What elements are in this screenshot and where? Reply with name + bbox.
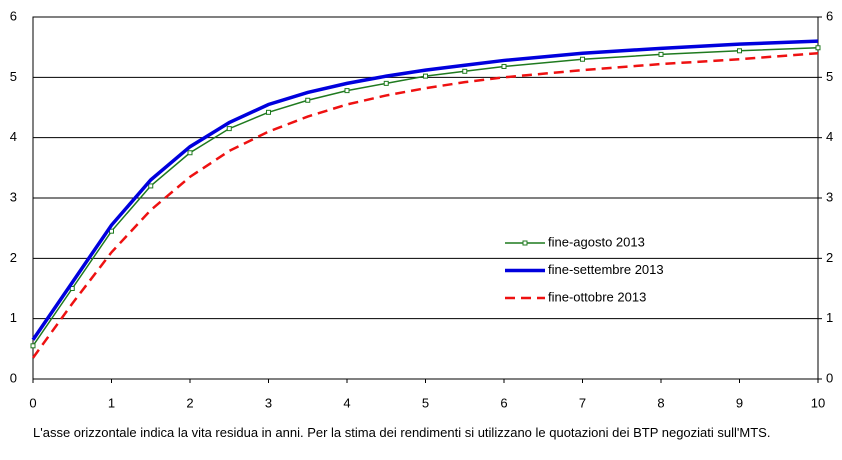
- point-marker: [30, 343, 36, 349]
- point-marker: [109, 228, 114, 234]
- y2-tick-label: 0: [826, 370, 833, 385]
- legend-marker: [522, 240, 528, 246]
- y-tick-label: 1: [10, 310, 17, 325]
- point-marker: [383, 80, 389, 86]
- series-line: [31, 51, 819, 359]
- x-tick-label: 8: [657, 395, 664, 410]
- point-marker: [658, 51, 664, 57]
- footnote: L'asse orizzontale indica la vita residu…: [33, 425, 771, 440]
- y-tick-label: 3: [10, 189, 17, 204]
- x-tick-label: 2: [186, 395, 193, 410]
- point-marker: [148, 183, 154, 189]
- y2-tick-label: 2: [826, 250, 833, 265]
- x-tick-label: 9: [736, 395, 743, 410]
- y2-tick-label: 1: [826, 310, 833, 325]
- point-marker: [266, 109, 271, 115]
- y2-tick-label: 3: [826, 189, 833, 204]
- y-tick-label: 6: [10, 8, 17, 23]
- x-tick-label: 5: [422, 395, 429, 410]
- point-marker: [344, 88, 350, 94]
- point-marker: [580, 56, 585, 62]
- page: {"chart_data": {"type": "line", "x": [0,…: [9, 8, 834, 440]
- y2-tick-label: 4: [826, 129, 833, 144]
- legend-label: fine-ottobre 2013: [548, 289, 646, 304]
- x-tick-label: 10: [811, 395, 825, 410]
- y-tick-label: 4: [10, 129, 17, 144]
- x-tick-label: 3: [265, 395, 272, 410]
- x-tick-label: 6: [500, 395, 507, 410]
- series-line: [32, 47, 819, 347]
- y-tick-label: 5: [10, 69, 17, 84]
- y2-tick-label: 5: [826, 69, 833, 84]
- point-marker: [187, 150, 193, 156]
- point-marker: [423, 73, 428, 79]
- x-tick-label: 4: [343, 395, 350, 410]
- point-marker: [815, 45, 821, 51]
- x-tick-label: 1: [108, 395, 115, 410]
- point-marker: [226, 126, 232, 132]
- series-line: [31, 39, 819, 341]
- point-marker: [462, 68, 468, 74]
- point-marker: [501, 63, 507, 69]
- x-tick-label: 7: [579, 395, 586, 410]
- y-tick-label: 2: [10, 250, 17, 265]
- point-marker: [737, 48, 742, 54]
- point-marker: [69, 286, 75, 291]
- chart: 0 1 2 3 4 5 6 0 1 2 3 4 5 6 0 1 2 3 4 5 6 7 8 9 10 fine-agosto 20…: [10, 8, 833, 410]
- x-tick-label: 0: [29, 395, 36, 410]
- point-marker: [305, 97, 311, 103]
- legend-label: fine-settembre 2013: [548, 262, 664, 277]
- y2-tick-label: 6: [826, 8, 833, 23]
- y-tick-label: 0: [10, 370, 17, 385]
- legend-label: fine-agosto 2013: [548, 234, 645, 249]
